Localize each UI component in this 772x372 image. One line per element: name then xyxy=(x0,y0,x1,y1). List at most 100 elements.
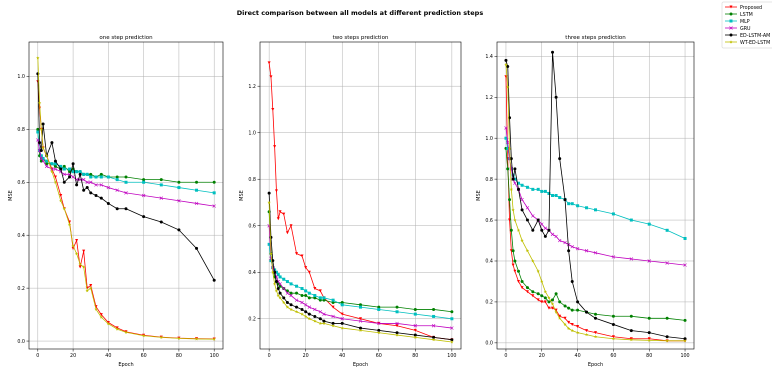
data-point xyxy=(511,208,515,212)
subplot-3: 0 20 40 60 80 100 0.0 0.2 0.4 0.6 0.8 1.0 1.2 1.4 thre… xyxy=(476,35,695,368)
data-point xyxy=(359,305,362,309)
legend-item: ED-LSTM-AM xyxy=(725,33,770,39)
legend-marker xyxy=(729,40,733,44)
data-point xyxy=(557,238,562,243)
data-point xyxy=(665,228,669,232)
data-point xyxy=(295,284,299,288)
data-point xyxy=(543,289,548,294)
data-point xyxy=(531,259,535,263)
series-line xyxy=(37,81,215,340)
data-point xyxy=(212,191,216,195)
data-point xyxy=(359,326,362,330)
data-point xyxy=(53,164,57,168)
data-point xyxy=(331,321,335,325)
data-point xyxy=(509,157,513,161)
data-point xyxy=(115,178,119,182)
data-point xyxy=(289,307,293,311)
data-point xyxy=(300,254,304,258)
data-point xyxy=(540,222,544,226)
x-tick-label: 100 xyxy=(680,353,689,359)
data-point xyxy=(629,314,633,318)
data-point xyxy=(106,175,110,179)
data-point xyxy=(304,294,308,298)
data-point xyxy=(274,270,278,274)
data-point xyxy=(285,300,289,304)
data-point xyxy=(570,308,574,312)
plot-frame xyxy=(28,41,224,350)
legend-box xyxy=(721,1,772,49)
data-point xyxy=(276,273,280,277)
legend-label: MLP xyxy=(740,19,750,25)
data-point xyxy=(177,180,181,184)
data-point xyxy=(85,186,89,190)
data-point xyxy=(331,298,335,302)
data-point xyxy=(554,95,558,99)
data-point xyxy=(271,107,275,111)
legend-item: WT-ED-LSTM xyxy=(725,40,770,46)
subplot-2: 0 20 40 60 80 100 0.2 0.4 0.6 0.8 1.0 1.2 two steps … xyxy=(239,35,462,368)
plot-frame xyxy=(496,41,695,350)
x-tick-label: 0 xyxy=(36,353,39,359)
data-point xyxy=(177,199,181,203)
data-point xyxy=(53,180,58,184)
data-point xyxy=(322,321,326,325)
data-point xyxy=(340,300,344,304)
data-point xyxy=(395,321,399,326)
data-point xyxy=(115,207,119,211)
data-point xyxy=(340,321,344,325)
data-point xyxy=(285,291,290,295)
data-point xyxy=(570,202,574,206)
data-point xyxy=(358,319,363,323)
y-tick-label: 0.2 xyxy=(248,316,256,322)
data-point xyxy=(594,316,597,320)
data-point xyxy=(78,265,82,269)
data-point xyxy=(377,330,381,335)
data-point xyxy=(89,175,93,179)
data-point xyxy=(318,298,322,302)
y-tick-label: 1.4 xyxy=(485,54,493,60)
data-point xyxy=(506,167,510,171)
y-axis-label: MSE xyxy=(239,190,245,201)
data-point xyxy=(525,185,529,189)
data-point xyxy=(683,236,687,240)
data-point xyxy=(570,328,574,333)
data-point xyxy=(543,296,547,300)
data-point xyxy=(304,289,308,293)
data-point xyxy=(278,291,282,295)
series-gru xyxy=(267,224,454,330)
series-ed-lstm-am xyxy=(504,50,687,341)
data-point xyxy=(62,206,66,211)
data-point xyxy=(282,286,286,291)
data-point xyxy=(629,329,633,333)
data-point xyxy=(575,330,580,335)
data-point xyxy=(59,164,63,168)
legend-item: LSTM xyxy=(725,12,753,18)
data-point xyxy=(531,187,535,191)
data-point xyxy=(450,310,454,314)
subplot-1: 0 20 40 60 80 100 0.0 0.2 0.4 0.6 0.8 1.0 one step p… xyxy=(8,35,224,368)
data-point xyxy=(647,331,651,335)
data-point xyxy=(82,172,86,176)
data-point xyxy=(304,266,308,270)
data-point xyxy=(665,339,669,343)
data-point xyxy=(124,175,128,179)
data-point xyxy=(99,183,104,187)
data-point xyxy=(413,328,417,332)
data-point xyxy=(282,277,286,281)
data-point xyxy=(567,202,571,206)
data-point xyxy=(50,162,54,166)
data-point xyxy=(395,324,399,328)
plots-group: 0 20 40 60 80 100 0.0 0.2 0.4 0.6 0.8 1.0 one step p… xyxy=(8,35,695,368)
data-point xyxy=(547,300,551,304)
data-point xyxy=(547,228,551,232)
data-point xyxy=(504,58,508,62)
data-point xyxy=(75,183,79,187)
data-point xyxy=(594,331,597,335)
data-point xyxy=(611,255,616,259)
data-point xyxy=(94,183,98,187)
data-point xyxy=(543,300,547,304)
data-point xyxy=(647,338,651,342)
data-point xyxy=(575,247,580,251)
data-point xyxy=(303,314,308,318)
